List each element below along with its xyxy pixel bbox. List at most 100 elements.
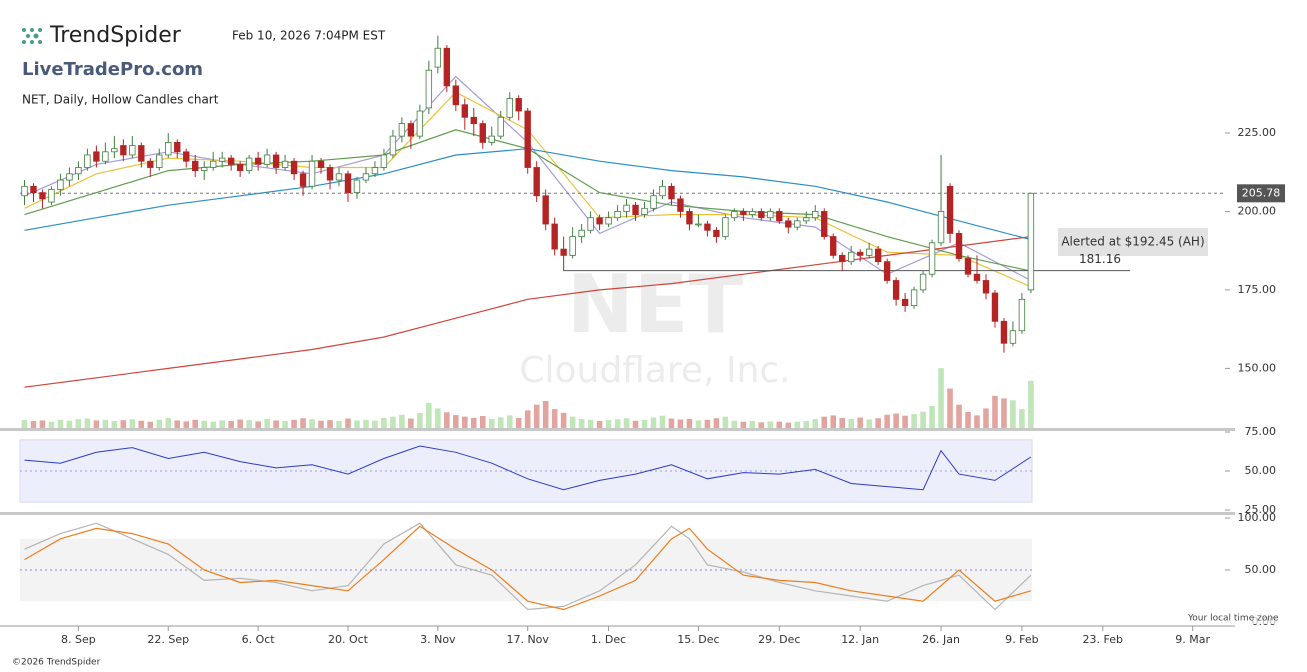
candle-body — [416, 110, 424, 137]
volume-bar — [462, 416, 468, 428]
x-tick-label: 26. Jan — [922, 633, 960, 646]
volume-bar — [120, 420, 127, 428]
x-tick-label: 9. Feb — [1005, 633, 1038, 646]
x-tick-label: 29. Dec — [758, 633, 800, 646]
candle-body — [605, 217, 612, 225]
volume-bar — [623, 418, 630, 428]
volume-bar — [803, 421, 810, 428]
volume-bar — [318, 420, 324, 428]
candle-body — [596, 217, 603, 225]
candle-body — [991, 292, 999, 322]
candle-body — [731, 211, 738, 219]
volume-bar — [821, 416, 828, 428]
volume-bar — [363, 419, 369, 428]
candle-body — [443, 47, 451, 87]
volume-bar — [102, 419, 109, 428]
volume-bar — [632, 420, 639, 428]
candle-body — [560, 248, 567, 256]
volume-bar — [938, 368, 944, 428]
watermark-name: Cloudflare, Inc. — [519, 350, 790, 391]
volume-bar — [587, 419, 594, 428]
y-tick-label: 50.00 — [1245, 464, 1277, 477]
volume-bar — [183, 421, 190, 428]
volume-bar — [830, 415, 837, 428]
sub-brand: LiveTradePro.com — [22, 59, 203, 80]
volume-bar — [282, 421, 288, 428]
candle-body — [910, 289, 918, 306]
stoch-line — [24, 522, 1032, 611]
volume-bar — [336, 421, 342, 428]
candle-body — [506, 98, 513, 118]
volume-bar — [704, 419, 711, 428]
candle-body — [767, 211, 774, 219]
x-tick-label: 6. Oct — [242, 633, 276, 646]
volume-bar — [875, 418, 881, 428]
candle-body — [1027, 192, 1035, 291]
timestamp: Feb 10, 2026 7:04PM EST — [232, 29, 386, 43]
brand: TrendSpider — [49, 23, 182, 48]
volume-bar — [210, 421, 216, 428]
volume-bar — [30, 421, 37, 428]
volume-bar — [740, 421, 747, 428]
candle-body — [93, 151, 100, 162]
volume-bar — [354, 420, 360, 428]
volume-bar — [1019, 409, 1025, 428]
candle-body — [488, 135, 495, 143]
volume-bar — [515, 417, 522, 428]
volume-bar — [372, 420, 378, 428]
candle-body — [174, 141, 181, 153]
volume-bar — [93, 420, 100, 428]
volume-bar — [857, 417, 863, 428]
volume-bar — [866, 419, 872, 428]
candle-body — [120, 145, 127, 156]
x-tick-label: 22. Sep — [147, 633, 189, 646]
volume-bar — [408, 418, 414, 428]
candle-body — [183, 151, 190, 162]
volume-bar — [641, 419, 648, 428]
candle-body — [407, 123, 415, 137]
candle-body — [758, 211, 765, 219]
candle-body — [839, 254, 846, 263]
candle-body — [39, 192, 46, 200]
candle-body — [695, 223, 702, 226]
candle-body — [434, 47, 442, 68]
y-tick-label: 100.00 — [1238, 511, 1277, 524]
y-tick-label: 75.00 — [1245, 425, 1277, 438]
candle-body — [497, 116, 504, 137]
volume-bar — [578, 418, 585, 428]
rsi-line — [24, 445, 1032, 491]
alert-text: Alerted at $192.45 (AH) — [1061, 235, 1204, 249]
candle-body — [856, 251, 864, 256]
candle-body — [650, 195, 657, 209]
candle-body — [66, 173, 73, 181]
timezone-bg — [1186, 612, 1276, 624]
volume-bar — [174, 420, 181, 428]
volume-bar — [57, 419, 64, 428]
x-tick-label: 1. Dec — [591, 633, 626, 646]
volume-bar — [569, 416, 576, 428]
last-price-label: 205.78 — [1242, 186, 1281, 199]
candle-body — [973, 273, 981, 281]
volume-bar — [614, 419, 621, 428]
volume-bar — [812, 419, 819, 428]
candle-body — [632, 204, 639, 215]
candle-body — [569, 236, 576, 256]
candle-body — [57, 179, 64, 190]
candle-body — [227, 157, 235, 165]
volume-bar — [66, 420, 73, 428]
candle-body — [254, 157, 262, 165]
candle-body — [677, 198, 684, 212]
volume-bar — [39, 420, 46, 428]
candle-body — [830, 236, 837, 256]
volume-bar — [246, 420, 252, 428]
candle-body — [964, 258, 972, 275]
candle-body — [821, 211, 828, 237]
volume-bar — [444, 412, 450, 428]
candle-body — [263, 154, 271, 165]
volume-bar — [596, 421, 603, 428]
volume-bar — [291, 419, 297, 428]
candle-body — [614, 211, 621, 219]
candle-body — [201, 167, 208, 172]
candle-body — [901, 298, 909, 307]
candle-body — [308, 160, 316, 187]
